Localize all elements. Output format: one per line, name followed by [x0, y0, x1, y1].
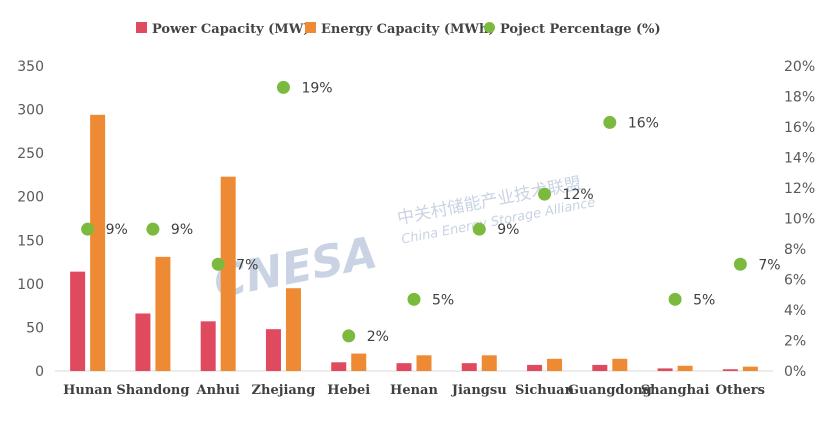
- power-capacity-bar: [396, 363, 412, 371]
- x-tick-label: Hunan: [63, 383, 113, 398]
- energy-capacity-bar: [285, 288, 301, 371]
- energy-capacity-bar: [416, 355, 432, 371]
- x-tick-label: Hebei: [327, 383, 370, 398]
- bars: [70, 114, 758, 372]
- power-capacity-bar: [657, 368, 673, 371]
- power-capacity-bar: [135, 313, 151, 371]
- y-left-tick-label: 150: [17, 233, 44, 249]
- y-left-tick-label: 250: [17, 146, 44, 162]
- power-capacity-bar: [722, 369, 738, 371]
- percentage-point: [211, 257, 225, 271]
- percentage-label: 7%: [236, 257, 258, 273]
- power-capacity-bar: [200, 321, 216, 371]
- x-tick-label: Others: [716, 383, 765, 398]
- y-right-tick-label: 20%: [784, 59, 815, 75]
- percentage-point: [603, 115, 617, 129]
- power-capacity-bar: [331, 362, 347, 371]
- percentage-label: 16%: [628, 115, 659, 131]
- percentage-point: [146, 222, 160, 236]
- energy-capacity-bar: [90, 114, 106, 372]
- x-tick-label: Sichuan: [515, 383, 575, 398]
- legend-swatch: [305, 22, 316, 33]
- y-right-tick-label: 10%: [784, 212, 815, 228]
- percentage-label: 5%: [693, 292, 715, 308]
- percentage-label: 5%: [432, 292, 454, 308]
- y-left-tick-label: 50: [26, 320, 44, 336]
- y-left-tick-label: 200: [17, 190, 44, 206]
- legend: Power Capacity (MW) Energy Capacity (MWh)…: [136, 22, 661, 37]
- percentage-label: 12%: [563, 187, 594, 203]
- percentage-point: [538, 187, 552, 201]
- x-tick-label: Shandong: [116, 383, 189, 398]
- energy-capacity-bar: [612, 358, 628, 371]
- y-right-tick-label: 4%: [784, 303, 806, 319]
- y-left-tick-label: 300: [17, 103, 44, 119]
- legend-swatch: [136, 22, 147, 33]
- power-capacity-bar: [70, 271, 86, 371]
- y-axis-right: 0% 2% 4% 6% 8% 10% 12% 14% 16% 18% 20%: [784, 59, 815, 380]
- energy-capacity-bar: [742, 366, 758, 371]
- energy-capacity-bar: [220, 176, 236, 371]
- x-tick-label: Shanghai: [641, 383, 710, 398]
- x-tick-label: Zhejiang: [252, 383, 316, 398]
- percentage-label: 7%: [758, 257, 780, 273]
- y-right-tick-label: 0%: [784, 364, 806, 380]
- percentage-point: [668, 292, 682, 306]
- percentage-point: [472, 222, 486, 236]
- energy-capacity-bar: [481, 355, 497, 371]
- y-left-tick-label: 0: [35, 364, 44, 380]
- power-capacity-bar: [265, 329, 281, 371]
- legend-label: Poject Percentage (%): [500, 22, 661, 37]
- y-right-tick-label: 8%: [784, 242, 806, 258]
- y-left-tick-label: 350: [17, 59, 44, 75]
- percentage-label: 9%: [497, 222, 519, 238]
- y-right-tick-label: 14%: [784, 151, 815, 167]
- power-capacity-bar: [527, 364, 543, 371]
- percentage-label: 9%: [106, 222, 128, 238]
- percentage-label: 9%: [171, 222, 193, 238]
- percentage-label: 2%: [367, 329, 389, 345]
- y-axis-left: 0 50 100 150 200 250 300 350: [17, 59, 44, 380]
- energy-capacity-bar: [155, 256, 171, 371]
- percentage-point: [342, 329, 356, 343]
- x-axis: Hunan Shandong Anhui Zhejiang Hebei Henan Jian…: [63, 383, 765, 398]
- percentage-point: [81, 222, 95, 236]
- x-tick-label: Henan: [390, 383, 438, 398]
- y-right-tick-label: 16%: [784, 120, 815, 136]
- y-right-tick-label: 12%: [784, 181, 815, 197]
- percentage-points: 9% 9% 7% 19% 2% 5% 9% 12% 16% 5% 7%: [81, 80, 781, 345]
- percentage-point: [276, 80, 290, 94]
- y-right-tick-label: 2%: [784, 334, 806, 350]
- energy-capacity-bar: [677, 365, 693, 371]
- x-tick-label: Jiangsu: [451, 383, 507, 398]
- y-right-tick-label: 18%: [784, 90, 815, 106]
- percentage-label: 19%: [301, 80, 332, 96]
- percentage-point: [407, 292, 421, 306]
- x-tick-label: Guangdong: [568, 383, 652, 398]
- y-right-tick-label: 6%: [784, 273, 806, 289]
- legend-swatch: [484, 22, 495, 33]
- energy-capacity-bar: [547, 358, 563, 371]
- power-capacity-bar: [461, 363, 477, 371]
- legend-label: Power Capacity (MW): [152, 22, 309, 37]
- percentage-point: [733, 257, 747, 271]
- x-tick-label: Anhui: [195, 383, 239, 398]
- legend-label: Energy Capacity (MWh): [321, 22, 495, 37]
- power-capacity-bar: [592, 364, 608, 371]
- y-left-tick-label: 100: [17, 277, 44, 293]
- energy-capacity-bar: [351, 353, 367, 371]
